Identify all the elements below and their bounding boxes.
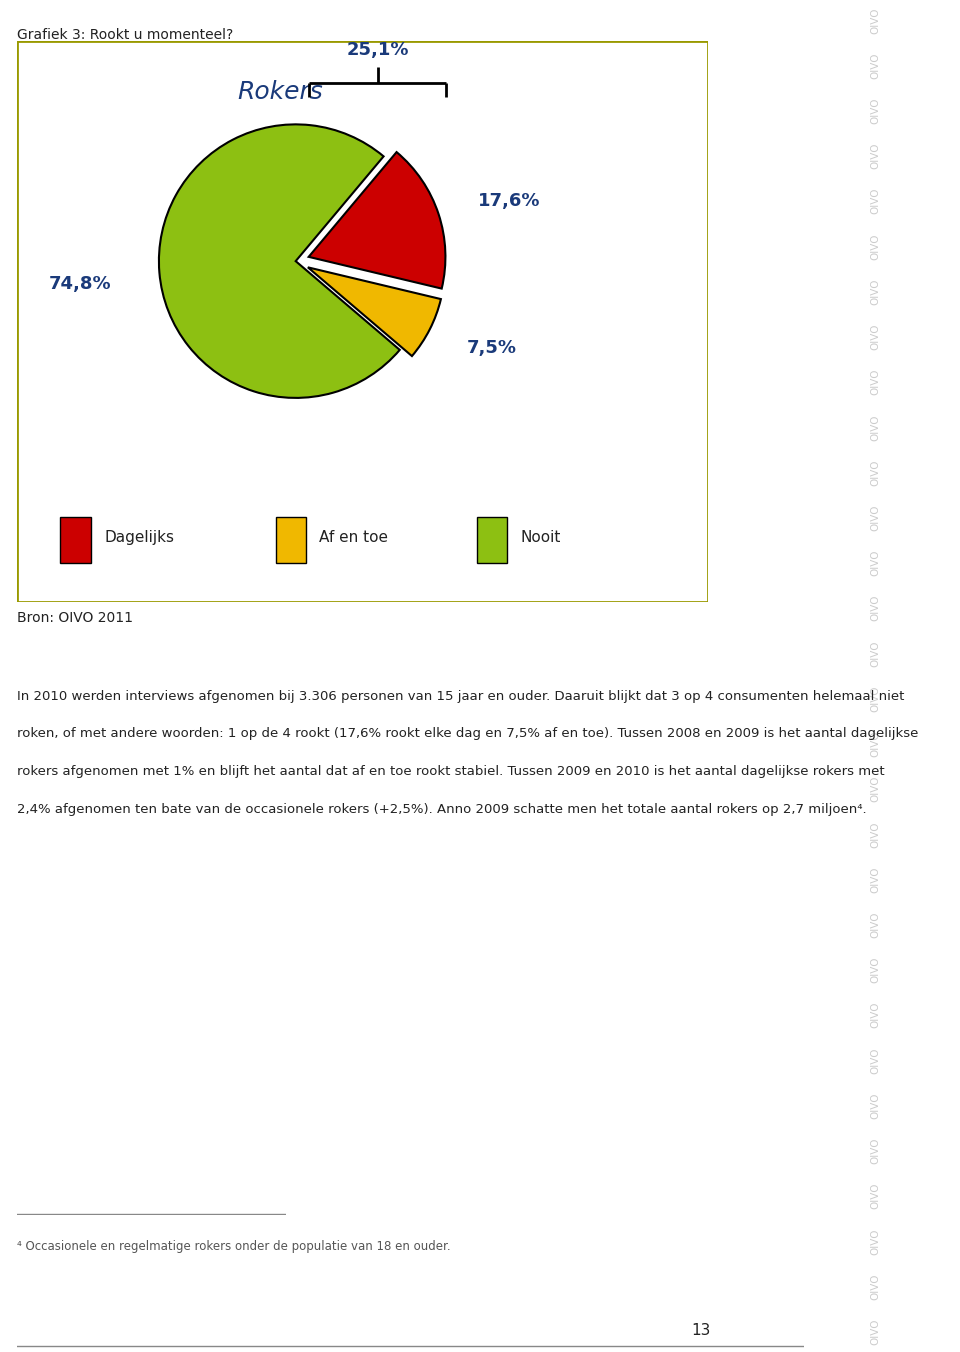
Text: OIVO: OIVO — [871, 1092, 880, 1119]
Bar — [60, 516, 90, 562]
Text: OIVO: OIVO — [871, 776, 880, 802]
Text: OIVO: OIVO — [871, 639, 880, 667]
Bar — [276, 516, 305, 562]
Text: Bron: OIVO 2011: Bron: OIVO 2011 — [17, 611, 133, 625]
Text: OIVO: OIVO — [871, 504, 880, 531]
Text: OIVO: OIVO — [871, 369, 880, 395]
Text: 74,8%: 74,8% — [49, 276, 111, 293]
Text: Dagelijks: Dagelijks — [104, 530, 174, 545]
Text: OIVO: OIVO — [871, 1137, 880, 1164]
Text: 2,4% afgenomen ten bate van de occasionele rokers (+2,5%). Anno 2009 schatte men: 2,4% afgenomen ten bate van de occasione… — [17, 803, 867, 817]
Text: OIVO: OIVO — [871, 821, 880, 848]
Text: OIVO: OIVO — [871, 7, 880, 34]
Text: OIVO: OIVO — [871, 1228, 880, 1255]
Text: OIVO: OIVO — [871, 1183, 880, 1209]
Wedge shape — [159, 124, 399, 397]
Text: Nooit: Nooit — [521, 530, 562, 545]
Text: 25,1%: 25,1% — [347, 41, 409, 58]
Text: OIVO: OIVO — [871, 279, 880, 304]
Text: OIVO: OIVO — [871, 188, 880, 215]
Wedge shape — [309, 151, 445, 288]
Text: 17,6%: 17,6% — [477, 192, 540, 210]
Text: OIVO: OIVO — [871, 460, 880, 485]
Text: OIVO: OIVO — [871, 323, 880, 350]
Text: Grafiek 3: Rookt u momenteel?: Grafiek 3: Rookt u momenteel? — [17, 28, 233, 42]
Text: ⁴ Occasionele en regelmatige rokers onder de populatie van 18 en ouder.: ⁴ Occasionele en regelmatige rokers onde… — [17, 1240, 451, 1253]
Text: OIVO: OIVO — [871, 911, 880, 938]
Text: OIVO: OIVO — [871, 1002, 880, 1029]
Text: OIVO: OIVO — [871, 143, 880, 169]
Text: OIVO: OIVO — [871, 1274, 880, 1299]
Text: OIVO: OIVO — [871, 97, 880, 124]
Text: OIVO: OIVO — [871, 233, 880, 260]
Text: rokers afgenomen met 1% en blijft het aantal dat af en toe rookt stabiel. Tussen: rokers afgenomen met 1% en blijft het aa… — [17, 765, 885, 779]
Text: Rokers: Rokers — [237, 80, 323, 104]
Text: OIVO: OIVO — [871, 550, 880, 576]
Text: Af en toe: Af en toe — [319, 530, 388, 545]
Text: OIVO: OIVO — [871, 1318, 880, 1345]
Text: OIVO: OIVO — [871, 1048, 880, 1073]
Text: OIVO: OIVO — [871, 595, 880, 622]
Wedge shape — [308, 268, 441, 356]
Text: OIVO: OIVO — [871, 730, 880, 757]
Text: 7,5%: 7,5% — [467, 338, 516, 357]
Text: In 2010 werden interviews afgenomen bij 3.306 personen van 15 jaar en ouder. Daa: In 2010 werden interviews afgenomen bij … — [17, 690, 904, 703]
Text: OIVO: OIVO — [871, 957, 880, 983]
Text: OIVO: OIVO — [871, 685, 880, 713]
Bar — [477, 516, 507, 562]
Text: OIVO: OIVO — [871, 867, 880, 892]
Text: OIVO: OIVO — [871, 414, 880, 441]
Text: roken, of met andere woorden: 1 op de 4 rookt (17,6% rookt elke dag en 7,5% af e: roken, of met andere woorden: 1 op de 4 … — [17, 727, 919, 741]
Text: 13: 13 — [691, 1324, 710, 1338]
Text: OIVO: OIVO — [871, 53, 880, 78]
